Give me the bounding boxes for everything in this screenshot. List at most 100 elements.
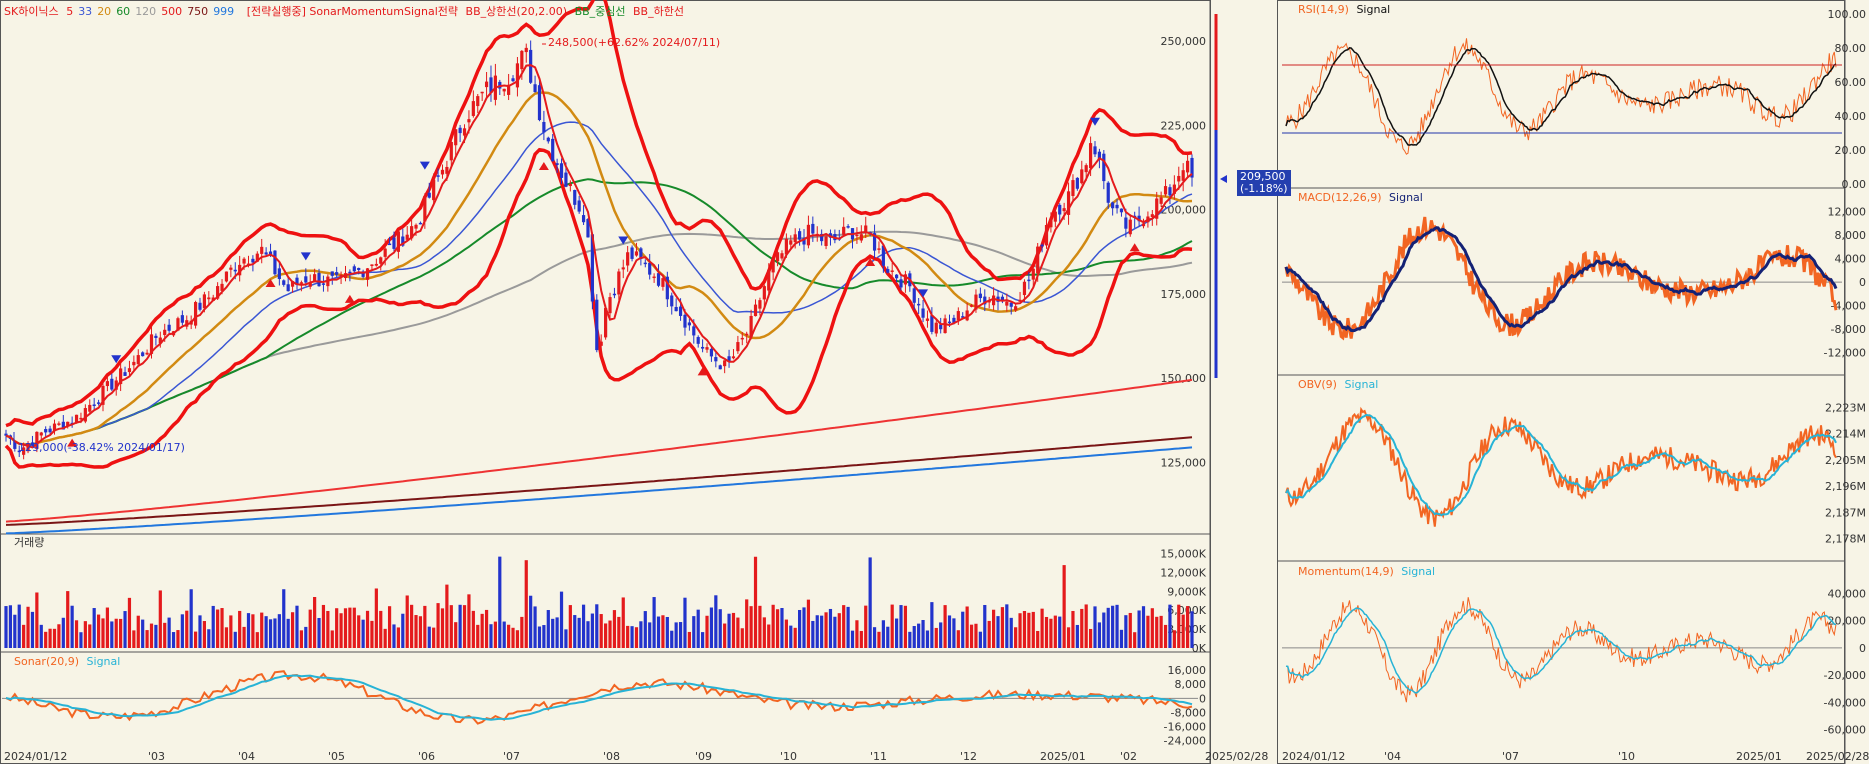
volume-bar (30, 611, 35, 648)
volume-bar (264, 616, 268, 648)
volume-bar (471, 610, 475, 648)
obv-signal-label[interactable]: Signal (1344, 378, 1379, 391)
volume-bar (1044, 616, 1049, 648)
candle (749, 315, 753, 338)
ma-legend-item[interactable]: 120 (135, 5, 157, 18)
volume-bar (70, 605, 74, 648)
bb-mid-label[interactable]: BB_중심선 (574, 5, 626, 18)
volume-bar (590, 613, 594, 648)
volume-bar (22, 624, 26, 648)
volume-bar (273, 618, 277, 648)
ma-legend-item[interactable]: 750 (187, 5, 209, 18)
macd-signal-label[interactable]: Signal (1389, 191, 1423, 204)
sonar-label[interactable]: Sonar(20,9) (14, 655, 80, 668)
ma-legend-item[interactable]: 999 (213, 5, 235, 18)
volume-bar (656, 616, 661, 648)
candle (798, 231, 802, 240)
symbol-name[interactable]: SK하이닉스 (4, 5, 59, 18)
volume-bar (533, 606, 537, 648)
macd-label[interactable]: MACD(12,26,9) (1298, 191, 1382, 204)
obv-legend: OBV(9) Signal (1298, 378, 1382, 391)
candle (643, 262, 647, 265)
volume-bar (185, 610, 189, 648)
volume-bar (612, 610, 617, 648)
candle (401, 236, 405, 246)
volume-bar (370, 620, 374, 648)
sonar-signal-label[interactable]: Signal (86, 655, 121, 668)
ma-legend-item[interactable]: 5 (66, 5, 74, 18)
candle (458, 127, 462, 134)
price-axis-tick: 175,000 (1161, 288, 1207, 301)
volume-bar (956, 630, 960, 648)
volume-bar (176, 630, 180, 648)
candle (224, 271, 229, 282)
candle (767, 269, 771, 291)
candle (842, 226, 846, 235)
candle (101, 385, 105, 405)
volume-bar (969, 624, 974, 648)
volume-bar (79, 632, 83, 648)
volume-bar (881, 620, 885, 648)
sonar-axis-tick: 16,000 (1168, 664, 1207, 677)
volume-bar (1027, 612, 1031, 648)
volume-bar (767, 624, 771, 648)
candle (348, 271, 352, 274)
volume-bar (1018, 613, 1022, 648)
strategy-label[interactable]: [전략실행중] SonarMomentumSignal전략 (246, 5, 459, 18)
rsi-label[interactable]: RSI(14,9) (1298, 3, 1349, 16)
bb-upper-label[interactable]: BB_상한선(20,2.00) (465, 5, 568, 18)
candle (427, 192, 431, 198)
candle (35, 431, 39, 449)
candle (1172, 184, 1176, 194)
candle (753, 304, 758, 317)
rsi-legend: RSI(14,9) Signal (1298, 3, 1394, 16)
candle (1084, 165, 1088, 173)
volume-bar (674, 622, 678, 648)
volume-bar (387, 606, 392, 648)
volume-bar (145, 630, 149, 648)
volume-bar (476, 624, 480, 648)
volume-bar (952, 618, 956, 648)
candle (110, 378, 114, 390)
volume-bar (233, 631, 237, 648)
candle (410, 226, 414, 239)
volume-bar (357, 615, 361, 648)
candle (740, 337, 744, 340)
volume-bar (66, 591, 70, 648)
candle (1124, 217, 1128, 229)
candle (387, 243, 392, 246)
bb-lower-label[interactable]: BB_하한선 (633, 5, 684, 18)
candle (507, 84, 511, 95)
ma-legend-item[interactable]: 33 (78, 5, 93, 18)
momentum-label[interactable]: Momentum(14,9) (1298, 565, 1394, 578)
rsi-signal-label[interactable]: Signal (1356, 3, 1391, 16)
date-axis-tick: '07 (503, 750, 520, 763)
candle (180, 315, 184, 323)
ma-legend-item[interactable]: 500 (161, 5, 183, 18)
momentum-signal-label[interactable]: Signal (1401, 565, 1436, 578)
volume-title[interactable]: 거래량 (14, 536, 45, 549)
volume-bar (493, 621, 497, 648)
volume-bar (423, 605, 427, 648)
candle (176, 318, 180, 331)
volume-bar (1031, 611, 1035, 648)
volume-bar (35, 592, 39, 648)
volume-bar (917, 623, 921, 648)
volume-bar (864, 605, 868, 648)
ma-legend-item[interactable]: 60 (116, 5, 131, 18)
candle (943, 318, 947, 334)
volume-bar (110, 621, 114, 648)
volume-bar (224, 627, 229, 648)
candle (533, 84, 537, 93)
obv-label[interactable]: OBV(9) (1298, 378, 1337, 391)
candle (251, 258, 255, 263)
volume-bar (105, 607, 110, 648)
candle (793, 234, 797, 243)
ma-legend-item[interactable]: 20 (97, 5, 112, 18)
candle (912, 288, 916, 303)
volume-axis-tick: 9,000K (1167, 585, 1206, 598)
candle (1128, 219, 1132, 235)
volume-bar (1155, 616, 1159, 648)
volume-bar (1080, 608, 1084, 648)
